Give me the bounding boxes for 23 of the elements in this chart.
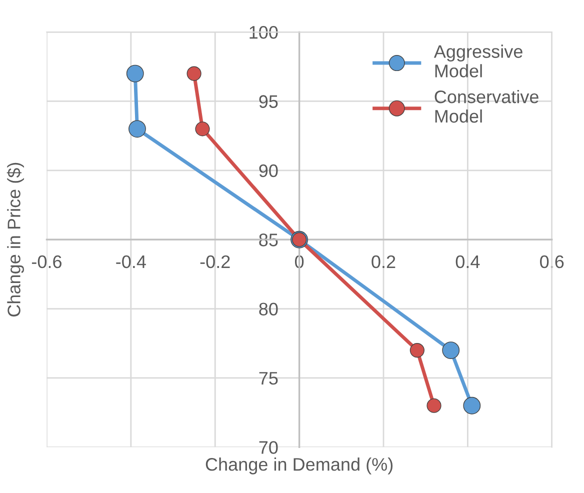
- x-tick-label: 0.6: [540, 255, 564, 268]
- x-axis-title: Change in Demand (%): [206, 458, 393, 474]
- point: [426, 398, 442, 413]
- y-tick-label: 75: [259, 372, 278, 385]
- x-tick-label: 0.4: [456, 255, 480, 268]
- point: [410, 343, 424, 358]
- x-tick-label: -0.4: [116, 255, 146, 268]
- y-tick-label: 80: [259, 302, 278, 316]
- y-axis-title: Change in Price ($): [6, 162, 24, 316]
- legend-label: Conservative Model: [434, 90, 538, 123]
- point: [463, 396, 481, 414]
- x-tick-label: -0.2: [200, 255, 230, 268]
- x-tick-label: 0.2: [372, 255, 396, 268]
- point: [195, 122, 210, 136]
- y-tick-label: 90: [259, 164, 278, 178]
- y-tick-label: 70: [259, 441, 278, 454]
- y-tick-label: 95: [259, 95, 278, 108]
- x-tick-label: -0.6: [32, 255, 62, 268]
- point: [442, 342, 460, 360]
- legend-label: Aggressive Model: [434, 44, 522, 78]
- point: [126, 64, 144, 82]
- point: [186, 66, 202, 81]
- point: [128, 120, 146, 138]
